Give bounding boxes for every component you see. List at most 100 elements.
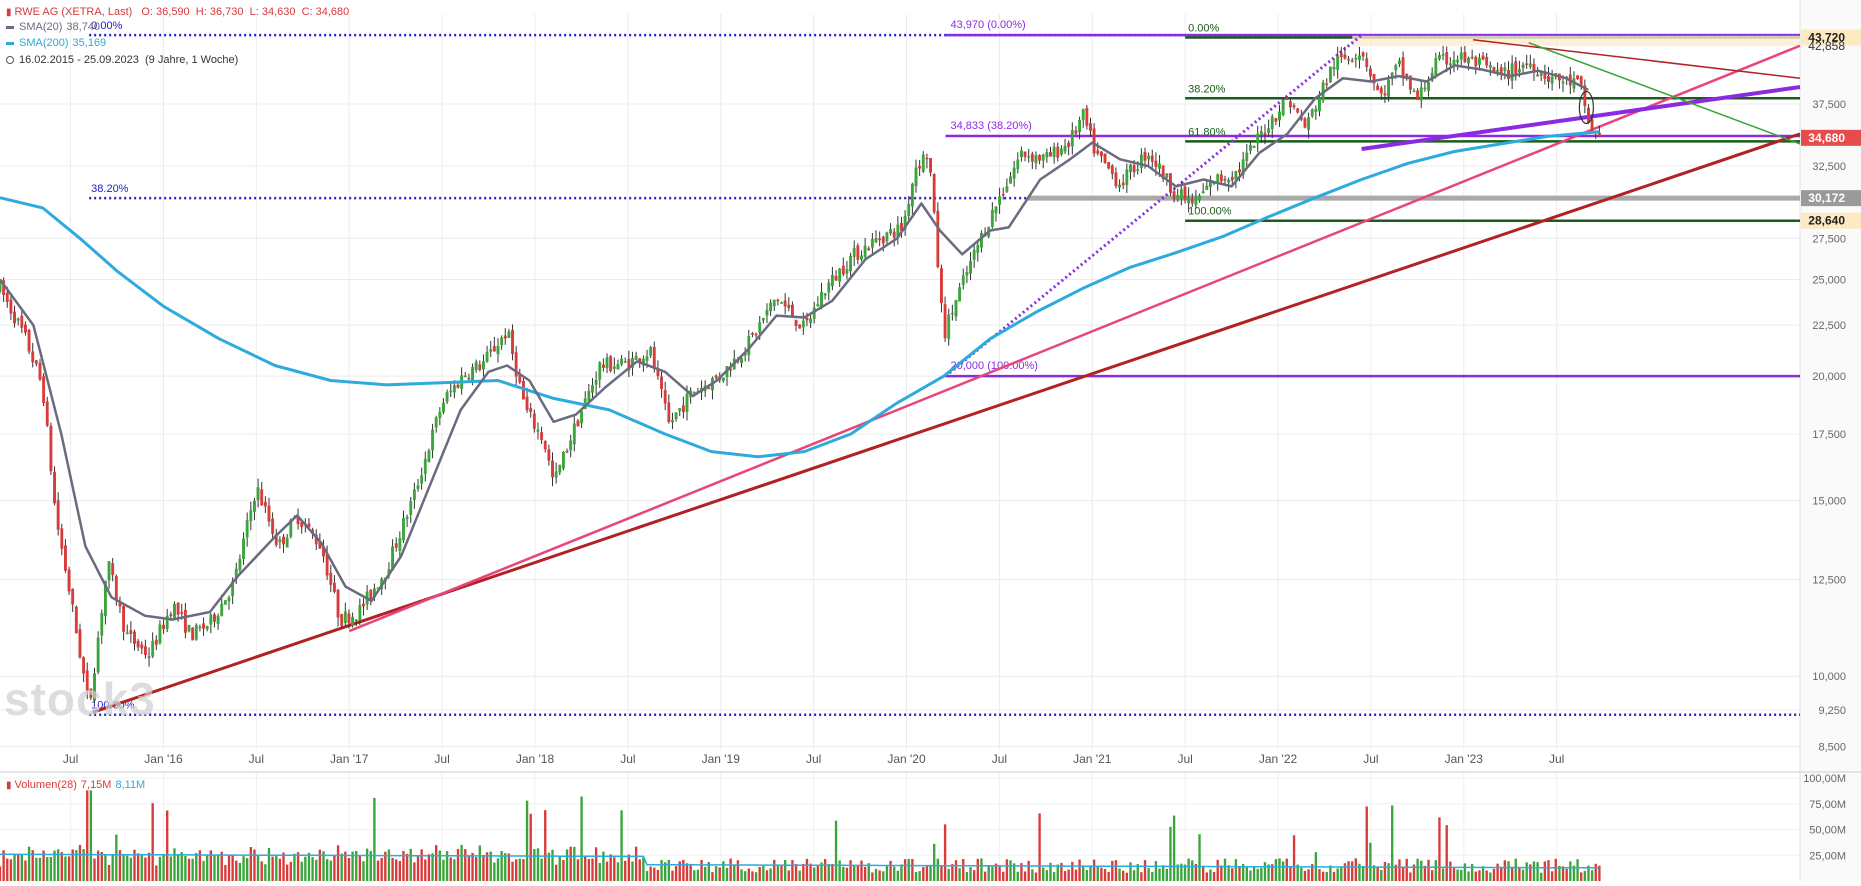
candle-body [1238,169,1241,173]
candle-body [1099,151,1103,157]
candle-body [543,440,547,450]
volume-bar [1034,872,1038,881]
volume-bar [445,851,449,881]
candle-body [1310,109,1314,117]
candle-body [427,450,431,463]
x-tick-label: Jul [1363,752,1378,766]
candle-body [394,543,398,548]
volume-bar [1540,872,1543,881]
candle-body [56,500,60,530]
candle-body [194,624,198,640]
candle-body [1336,55,1340,70]
candle-body [849,255,853,272]
volume-bar [187,858,191,881]
candle-body [594,379,598,385]
volume-bar [1401,867,1405,881]
volume-bar [1023,871,1027,881]
candle-body [1517,69,1521,73]
volume-bar [751,871,754,881]
candle-body [620,358,624,365]
candle-body [1052,146,1056,158]
volume-bar [93,858,96,881]
volume-bar [1074,869,1078,881]
candle-body [1514,61,1518,75]
volume-bar [89,790,93,881]
legend-volume[interactable]: ▮ Volumen(28) 7,15M 8,11M [6,778,145,793]
candle-body [489,349,493,352]
volume-bar [49,857,53,881]
candle-body [67,569,71,592]
candle-body [24,324,27,333]
candle-body [38,362,42,380]
volume-bar [1009,860,1012,881]
candle-body [85,670,89,691]
candle-body [1136,169,1140,171]
candle-body [158,624,162,644]
candle-body [1441,54,1445,56]
x-tick-label: Jan '19 [702,752,741,766]
candle-body [536,429,540,432]
candle-body [645,356,649,361]
volume-bar [118,850,122,881]
candle-body [1005,186,1009,192]
volume-bar [398,860,402,881]
candle-body [747,335,751,355]
volume-bar [1543,861,1547,881]
volume-bar [220,851,223,881]
candle-body [1085,107,1089,126]
volume-bar [1122,870,1125,881]
candle-body [100,612,104,636]
y-axis-panel [1800,0,1861,881]
volume-bar [1441,868,1445,881]
candle-body [943,304,947,339]
legend-sma200[interactable]: SMA(200) 35,169 [6,36,106,50]
candle-body [1328,66,1332,83]
volume-bar [1416,858,1419,881]
volume-bar [954,860,958,881]
candle-body [1074,130,1078,134]
volume-bar [1016,871,1019,881]
volume-bar [976,858,979,881]
volume-bar [1474,871,1477,881]
volume-bar [1383,861,1387,881]
volume-bar [544,810,547,881]
legend-sma20[interactable]: SMA(20) 38,740 [6,20,100,34]
candle-body [1285,97,1289,101]
volume-bar [674,866,678,881]
volume-bar [431,853,434,881]
candle-body [783,300,787,307]
volume-bar [245,858,249,881]
candle-body [1114,172,1118,187]
volume-bar [1296,864,1299,881]
candle-body [1259,131,1263,136]
candle-body [1023,151,1027,157]
volume-bar [362,861,365,881]
volume-bar [1012,863,1016,881]
volume-bar [740,869,743,881]
volume-bar [365,848,369,881]
candle-body [202,623,205,629]
volume-bar [1387,863,1390,881]
x-tick-label: Jan '17 [330,752,369,766]
volume-bar [1129,862,1132,881]
candle-body [969,260,972,274]
candle-body [420,475,424,484]
candle-body [1499,67,1503,74]
volume-bar [198,850,202,881]
volume-bar [82,849,85,881]
volume-bar [304,856,307,881]
candle-body [227,597,231,602]
fib-green-label: 0.00% [1188,23,1219,35]
candle-body [1216,174,1220,183]
volume-bar [1420,860,1423,881]
volume-bar [1151,872,1154,881]
candle-body [1347,58,1351,61]
volume-bar [1478,870,1481,881]
candle-body [1027,156,1031,158]
candle-body [998,196,1002,205]
candle-body [1387,79,1390,97]
volume-bar [573,846,576,881]
candle-body [1143,152,1147,161]
